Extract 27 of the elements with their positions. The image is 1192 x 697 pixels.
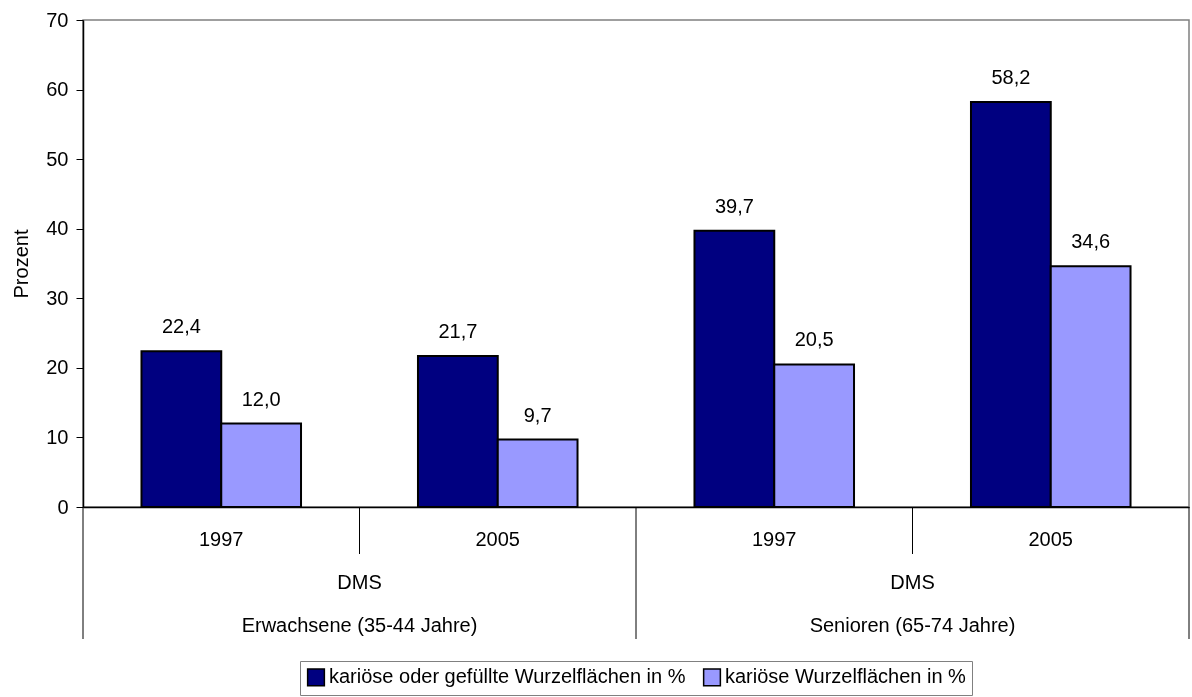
x-tick-label: 1997 bbox=[752, 527, 797, 550]
y-tick-label: 70 bbox=[46, 8, 69, 31]
data-label: 34,6 bbox=[1071, 230, 1111, 253]
data-label: 9,7 bbox=[523, 403, 552, 426]
data-label: 39,7 bbox=[714, 194, 754, 217]
y-tick-label: 0 bbox=[57, 495, 69, 518]
x-tick-label: 2005 bbox=[475, 527, 520, 550]
y-tick-label: 10 bbox=[46, 425, 69, 448]
y-tick-label: 40 bbox=[46, 217, 69, 240]
text: Erwachsene (35-44 Jahre) bbox=[241, 614, 478, 636]
x-tick-label: 2005 bbox=[1028, 527, 1073, 550]
text: Senioren (65-74 Jahre) bbox=[809, 614, 1016, 636]
data-label: 12,0 bbox=[241, 387, 281, 410]
data-label: 21,7 bbox=[438, 320, 478, 343]
data-label: 20,5 bbox=[794, 328, 834, 351]
y-tick-label: 30 bbox=[46, 286, 69, 309]
x-tick-label: 1997 bbox=[199, 527, 244, 550]
text: DMS bbox=[337, 571, 382, 593]
y-tick-label: 60 bbox=[46, 78, 69, 101]
y-tick-label: 20 bbox=[46, 356, 69, 379]
y-tick-label: 50 bbox=[46, 147, 69, 170]
text: DMS bbox=[890, 571, 935, 593]
data-label: 58,2 bbox=[991, 66, 1031, 89]
data-label: 22,4 bbox=[161, 315, 201, 338]
y-axis-title: Prozent bbox=[10, 229, 33, 299]
legend-label: kariöse oder gefüllte Wurzelflächen in % bbox=[329, 665, 686, 688]
legend-label: kariöse Wurzelflächen in % bbox=[725, 665, 967, 688]
